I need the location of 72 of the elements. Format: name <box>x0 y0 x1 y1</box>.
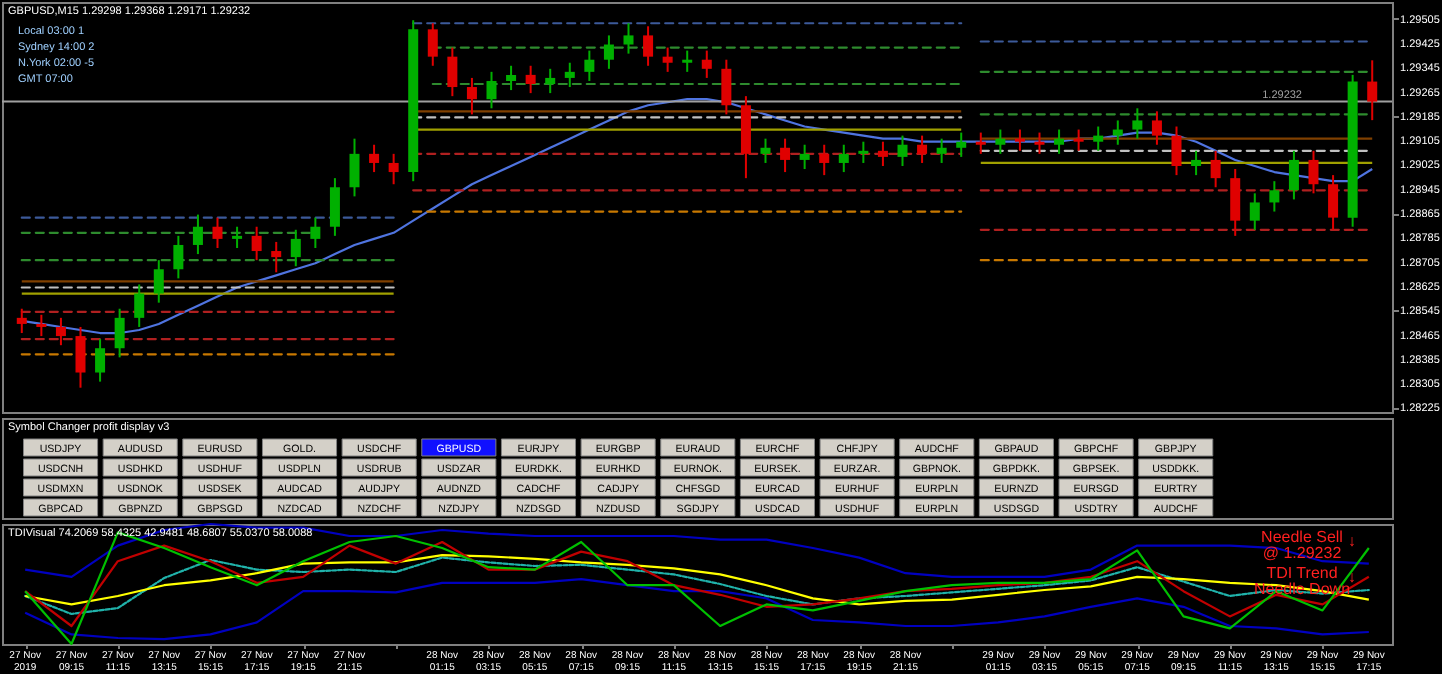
candlestick <box>701 49 712 79</box>
annotation: ↓ <box>1348 568 1356 586</box>
candlestick <box>447 46 458 98</box>
candlestick <box>466 76 477 116</box>
candlestick <box>780 137 791 174</box>
candlestick <box>290 228 301 268</box>
candlestick <box>153 259 164 304</box>
candlestick <box>232 225 243 249</box>
candlestick <box>1034 131 1045 155</box>
candlestick <box>799 143 810 171</box>
candlestick <box>1054 128 1065 155</box>
annotation: Needle Sell <box>1261 528 1344 546</box>
candlestick <box>1093 125 1104 152</box>
candlestick <box>427 22 438 67</box>
candlestick <box>1191 149 1202 177</box>
candlestick <box>1073 128 1084 152</box>
candlestick <box>525 64 536 95</box>
candlestick <box>506 64 517 92</box>
candlestick <box>1014 128 1025 152</box>
candlestick <box>1288 149 1299 201</box>
candlestick <box>1132 107 1143 140</box>
candlestick <box>584 49 595 82</box>
candlestick <box>271 240 282 274</box>
candlestick <box>1171 125 1182 177</box>
candlestick <box>75 325 86 389</box>
candlestick <box>369 143 380 174</box>
candlestick <box>16 307 27 335</box>
annotation: ↓ <box>1348 532 1356 550</box>
candlestick <box>564 61 575 89</box>
candlestick <box>643 25 654 67</box>
candlestick <box>212 216 223 249</box>
candlestick <box>897 134 908 167</box>
candlestick <box>721 58 732 116</box>
candlestick <box>134 283 145 328</box>
candlestick <box>173 234 184 280</box>
candlestick <box>858 140 869 164</box>
annotation: @ 1.29232 <box>1262 544 1343 562</box>
candlestick <box>603 34 614 70</box>
candlestick <box>1367 59 1378 122</box>
candlestick <box>760 137 771 164</box>
candlestick <box>1151 110 1162 146</box>
candlestick <box>1269 180 1280 213</box>
candlestick <box>1328 174 1339 231</box>
candlestick <box>545 67 556 95</box>
candlestick <box>623 22 634 55</box>
candlestick <box>36 313 47 338</box>
candlestick <box>1308 149 1319 195</box>
candlestick <box>956 131 967 158</box>
candlestick <box>1249 192 1260 231</box>
candlestick <box>1230 168 1241 237</box>
candlestick <box>95 338 106 383</box>
candlestick <box>310 216 321 249</box>
candlestick <box>819 143 830 177</box>
candlestick <box>682 49 693 73</box>
candlestick <box>388 152 399 186</box>
annotation: TDI Trend <box>1266 564 1338 582</box>
candlestick <box>329 177 340 237</box>
candlestick <box>877 140 888 167</box>
candlestick <box>936 137 947 164</box>
candlestick <box>192 213 203 256</box>
candlestick <box>838 143 849 174</box>
candlestick <box>995 128 1006 155</box>
candlestick <box>486 70 497 110</box>
candlestick <box>55 316 66 347</box>
candlestick <box>1210 149 1221 189</box>
candlestick <box>975 131 986 155</box>
candlestick <box>917 134 928 164</box>
candlestick <box>662 46 673 73</box>
candlestick <box>251 225 262 262</box>
candlestick <box>349 137 360 198</box>
candlestick <box>1112 119 1123 146</box>
candlestick <box>114 307 125 359</box>
